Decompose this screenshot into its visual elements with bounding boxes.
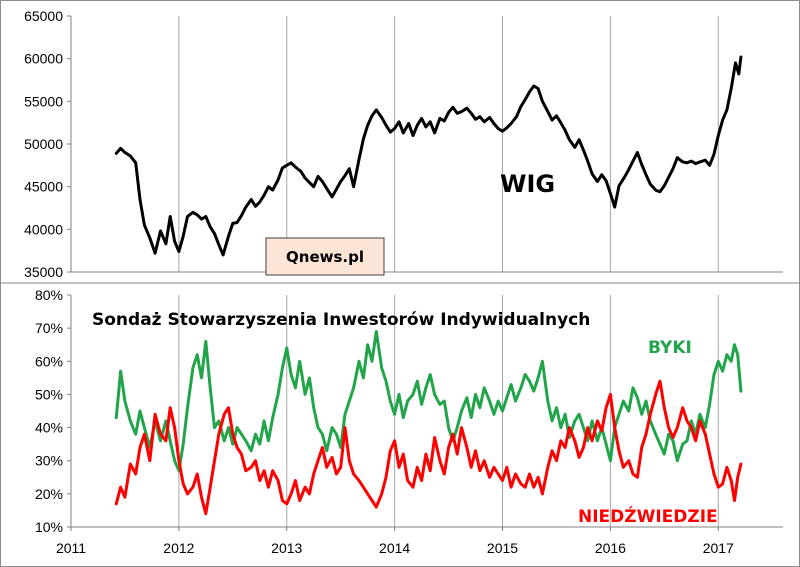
wig-y-tick-55000: 55000	[24, 93, 63, 109]
survey-y-tick-60: 60%	[35, 353, 63, 369]
source-badge	[265, 237, 385, 276]
year-tick-labels: 2011 2012 2013 2014 2015 2016 2017	[56, 540, 734, 556]
byki-label: BYKI	[648, 338, 692, 358]
byki-line	[114, 330, 743, 473]
wig-y-tick-50000: 50000	[24, 136, 63, 152]
x-tick-2011: 2011	[56, 540, 86, 556]
survey-y-tick-40: 40%	[35, 420, 63, 436]
x-tick-2017: 2017	[703, 540, 734, 556]
niedzwiedzie-label: NIEDŹWIEDZIE	[578, 505, 718, 527]
wig-y-tick-65000: 65000	[24, 8, 63, 24]
niedzwiedzie-line	[114, 379, 743, 516]
series-lines	[114, 55, 743, 516]
survey-y-tick-70: 70%	[35, 320, 63, 336]
x-tick-2016: 2016	[595, 540, 626, 556]
wig-y-tick-40000: 40000	[24, 221, 63, 237]
survey-y-tick-20: 20%	[35, 486, 63, 502]
survey-y-tick-80: 80%	[35, 287, 63, 303]
x-tick-2013: 2013	[271, 540, 302, 556]
wig-y-tick-60000: 60000	[24, 51, 63, 67]
survey-y-tick-50: 50%	[35, 386, 63, 402]
x-tick-2012: 2012	[163, 540, 194, 556]
survey-y-tick-10: 10%	[35, 519, 63, 535]
x-tick-2015: 2015	[487, 540, 518, 556]
wig-y-tick-45000: 45000	[24, 179, 63, 195]
top-panel-gridlines	[178, 16, 719, 272]
wig-y-tick-labels: 35000 40000 45000 50000 55000 60000 65000	[24, 8, 63, 280]
wig-line	[114, 55, 743, 257]
survey-y-tick-30: 30%	[35, 453, 63, 469]
survey-y-tick-labels: 10% 20% 30% 40% 50% 60% 70% 80%	[35, 287, 63, 535]
source-badge-text: Qnews.pl	[286, 248, 364, 266]
x-tick-2014: 2014	[379, 540, 410, 556]
survey-title: Sondaż Stowarzyszenia Inwestorów Indywid…	[92, 310, 590, 330]
panel-axes	[0, 15, 800, 531]
wig-y-tick-35000: 35000	[24, 264, 63, 280]
wig-label: WIG	[500, 170, 555, 198]
